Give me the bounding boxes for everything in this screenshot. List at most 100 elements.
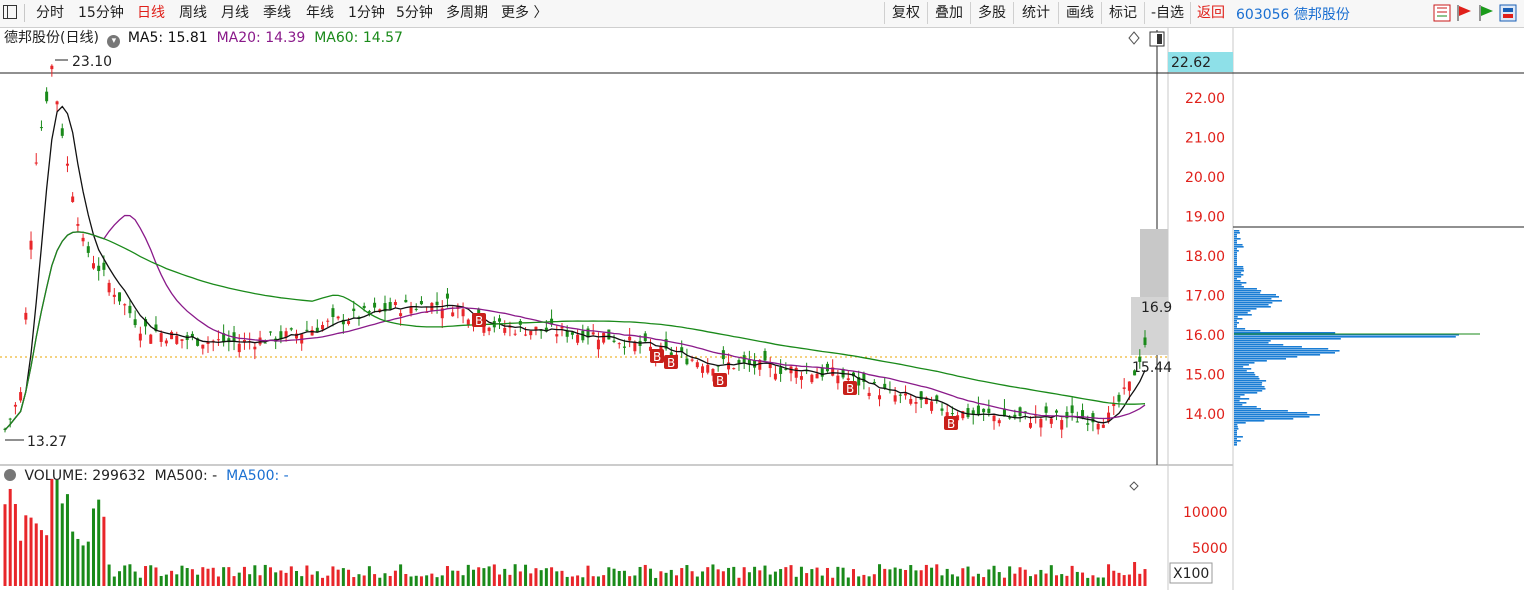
panel-settings-icon[interactable] [1499,4,1517,22]
candle-body [596,339,600,350]
chip-bar [1234,348,1329,350]
ma60-value: MA60: 14.57 [314,30,403,46]
volume-toggle-icon[interactable] [4,469,16,481]
sidebar-toggle-icon[interactable] [3,5,17,19]
volume-bar [13,504,17,586]
chip-bar [1234,230,1240,232]
period-tab-5min[interactable]: 5分钟 [396,5,433,21]
candle-body [544,327,548,332]
chart-layout-icon[interactable] [1433,4,1451,22]
volume-bar [956,576,960,586]
candle-body [1122,387,1126,389]
candle-body [13,404,17,407]
volume-bar [492,564,496,586]
volume-bar [799,566,803,586]
volume-bar [305,565,309,586]
candle-body [180,339,184,341]
candle-body [904,393,908,396]
candle-body [825,363,829,372]
candle-body [8,418,12,420]
overlay-button[interactable]: 叠加 [927,2,970,24]
candle-body [565,330,569,337]
volume-bar [898,568,902,586]
period-tab-more[interactable]: 更多 〉 [501,5,548,21]
candle-body [695,362,699,368]
ma20-value: MA20: 14.39 [216,30,306,46]
candle-body [190,333,194,337]
candle-body [471,321,475,327]
candle-body [1049,418,1053,424]
period-tab-yearly[interactable]: 年线 [306,5,334,21]
chip-bar [1234,412,1308,414]
period-tab-15min[interactable]: 15分钟 [78,5,124,21]
candle-body [633,341,637,352]
chip-bar [1234,352,1336,354]
volume-bar [263,564,267,586]
adjust-rights-button[interactable]: 复权 [884,2,927,24]
period-tab-quarterly[interactable]: 季线 [263,5,291,21]
volume-ma500-label-alt: MA500: - [226,468,289,484]
period-tab-intraday[interactable]: 分时 [36,5,64,21]
chip-bar [1234,248,1237,250]
buy-signal-badge [472,313,486,327]
candle-body [112,294,116,297]
chip-bar [1234,384,1262,386]
statistics-button[interactable]: 统计 [1013,2,1058,24]
period-tab-daily[interactable]: 日线 [137,5,165,21]
volume-bar [982,577,986,586]
period-tab-multi[interactable]: 多周期 [446,5,488,21]
volume-bar [773,571,777,586]
volume-bar [456,570,460,586]
candle-body [513,333,517,335]
red-flag-icon[interactable] [1455,4,1473,22]
volume-bar [76,538,80,586]
volume-bar [404,574,408,586]
candle-body [159,333,163,342]
watchlist-remove-button[interactable]: -自选 [1144,2,1190,24]
volume-bar [34,523,38,586]
candle-body [144,319,148,327]
chip-bar [1234,394,1245,396]
chip-bar [1234,330,1261,332]
candle-body [555,334,559,337]
price-tick: 17.00 [1185,289,1225,305]
candle-body [331,308,335,318]
volume-bar [815,567,819,586]
volume-bar [742,567,746,586]
volume-bar [419,576,423,586]
back-button[interactable]: 返回 [1190,2,1231,24]
chip-bar [1234,372,1255,374]
chip-bar [1234,268,1244,270]
period-tab-monthly[interactable]: 月线 [221,5,249,21]
volume-bar [331,566,335,586]
volume-bar [216,576,220,586]
candle-body [909,398,913,404]
chip-bar [1234,240,1237,242]
volume-bar [1096,577,1100,586]
candle-body [383,303,387,312]
volume-bar [362,575,366,586]
candle-body [451,312,455,317]
candle-body [456,306,460,309]
candle-body [622,346,626,348]
volume-bar [909,565,913,586]
period-tab-1min[interactable]: 1分钟 [348,5,385,21]
mark-button[interactable]: 标记 [1101,2,1144,24]
volume-bar [3,504,7,586]
period-tab-weekly[interactable]: 周线 [179,5,207,21]
green-flag-icon[interactable] [1477,4,1495,22]
multi-stock-button[interactable]: 多股 [970,2,1013,24]
volume-bar [602,575,606,586]
candle-body [518,320,522,325]
chip-bar [1234,238,1241,240]
indicator-toggle-icon[interactable]: ▾ [107,35,121,48]
volume-bar [1107,564,1111,586]
chip-bar [1234,346,1302,348]
draw-line-button[interactable]: 画线 [1058,2,1101,24]
chip-bar [1234,260,1237,262]
chip-bar [1234,272,1242,274]
chip-bar [1234,258,1237,260]
volume-bar [211,567,215,586]
chip-bar [1234,252,1237,254]
candle-body [45,91,49,102]
